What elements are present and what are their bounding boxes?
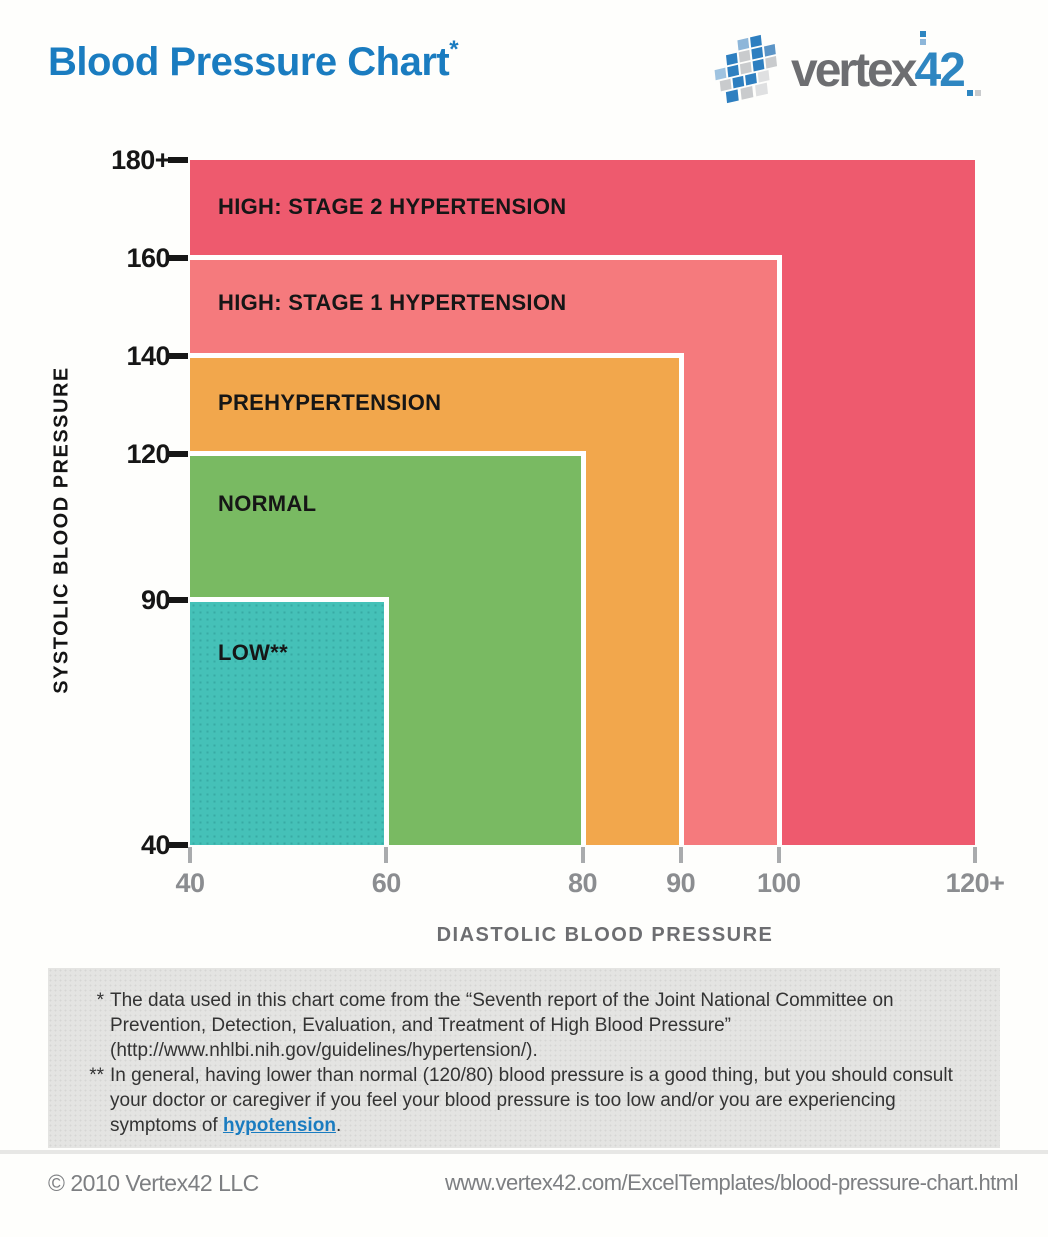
page-title-text: Blood Pressure Chart <box>48 40 450 84</box>
x-tick-mark-40 <box>188 847 192 863</box>
footnote-box: * The data used in this chart come from … <box>48 968 1000 1148</box>
x-tick-label-120+: 120+ <box>945 868 1005 898</box>
footnote-marker: * <box>96 990 104 1011</box>
title-asterisk: * <box>449 36 459 63</box>
logo-number: 42 <box>914 30 966 98</box>
y-tick-label-180+: 180+ <box>111 145 170 175</box>
footer-separator <box>0 1150 1048 1154</box>
x-tick-mark-90 <box>678 847 683 863</box>
y-tick-mark-140 <box>168 352 188 359</box>
region-label-prehypertension: PREHYPERTENSION <box>218 389 442 415</box>
region-low <box>190 597 390 845</box>
y-tick-label-160: 160 <box>126 242 170 273</box>
footnote-text-before-link: In general, having lower than normal (12… <box>110 1065 953 1136</box>
plot-area: HIGH: STAGE 2 HYPERTENSION HIGH: STAGE 1 … <box>190 160 975 845</box>
x-axis-title: DIASTOLIC BLOOD PRESSURE <box>436 924 774 946</box>
logo-word: vertex <box>791 43 917 97</box>
x-tick-label-100: 100 <box>756 868 801 898</box>
hypotension-link[interactable]: hypotension <box>222 1115 336 1136</box>
y-tick-label-40: 40 <box>140 830 171 860</box>
y-tick-mark-90 <box>168 597 188 604</box>
page-title: Blood Pressure Chart* <box>48 36 459 85</box>
y-tick-mark-40 <box>168 842 188 848</box>
x-tick-mark-120+ <box>973 847 977 863</box>
footnote-text: In general, having lower than normal (12… <box>110 1063 980 1138</box>
y-tick-label-120: 120 <box>126 438 170 469</box>
footnote-marker: ** <box>89 1065 104 1086</box>
footer-copyright: © 2010 Vertex42 LLC <box>48 1170 259 1196</box>
x-tick-label-40: 40 <box>175 868 205 898</box>
region-label-high-stage-1-hypertension: HIGH: STAGE 1 HYPERTENSION <box>218 289 567 315</box>
footnote-source: * The data used in this chart come from … <box>74 988 1000 1063</box>
footnote-low-bp: ** In general, having lower than normal … <box>74 1063 1000 1138</box>
vertex42-logo: vertex 42 <box>713 30 1013 110</box>
y-tick-label-140: 140 <box>126 340 170 371</box>
x-tick-mark-100 <box>776 847 781 863</box>
x-tick-label-60: 60 <box>371 868 402 898</box>
region-label-high-stage-2-hypertension: HIGH: STAGE 2 HYPERTENSION <box>218 194 567 219</box>
x-tick-label-90: 90 <box>666 868 696 898</box>
logo-pixel-dots-icon <box>920 30 927 45</box>
x-tick-mark-60 <box>384 847 389 863</box>
footnote-text: The data used in this chart come from th… <box>110 990 894 1061</box>
y-tick-mark-160 <box>168 254 188 261</box>
x-tick-mark-80 <box>580 847 585 863</box>
vertex42-logo-mosaic-icon <box>714 34 778 104</box>
y-tick-label-90: 90 <box>140 585 171 616</box>
y-tick-mark-180+ <box>168 157 188 163</box>
y-axis-title: SYSTOLIC BLOOD PRESSURE <box>50 366 73 694</box>
footer-url: www.vertex42.com/ExcelTemplates/blood-pr… <box>444 1170 1019 1195</box>
logo-trailing-dots-icon <box>966 90 981 96</box>
region-label-normal: NORMAL <box>218 490 317 516</box>
x-tick-label-80: 80 <box>567 868 598 898</box>
footnote-text-after-link: . <box>335 1115 342 1136</box>
region-label-low: LOW** <box>218 640 288 666</box>
y-tick-mark-120 <box>168 450 188 457</box>
